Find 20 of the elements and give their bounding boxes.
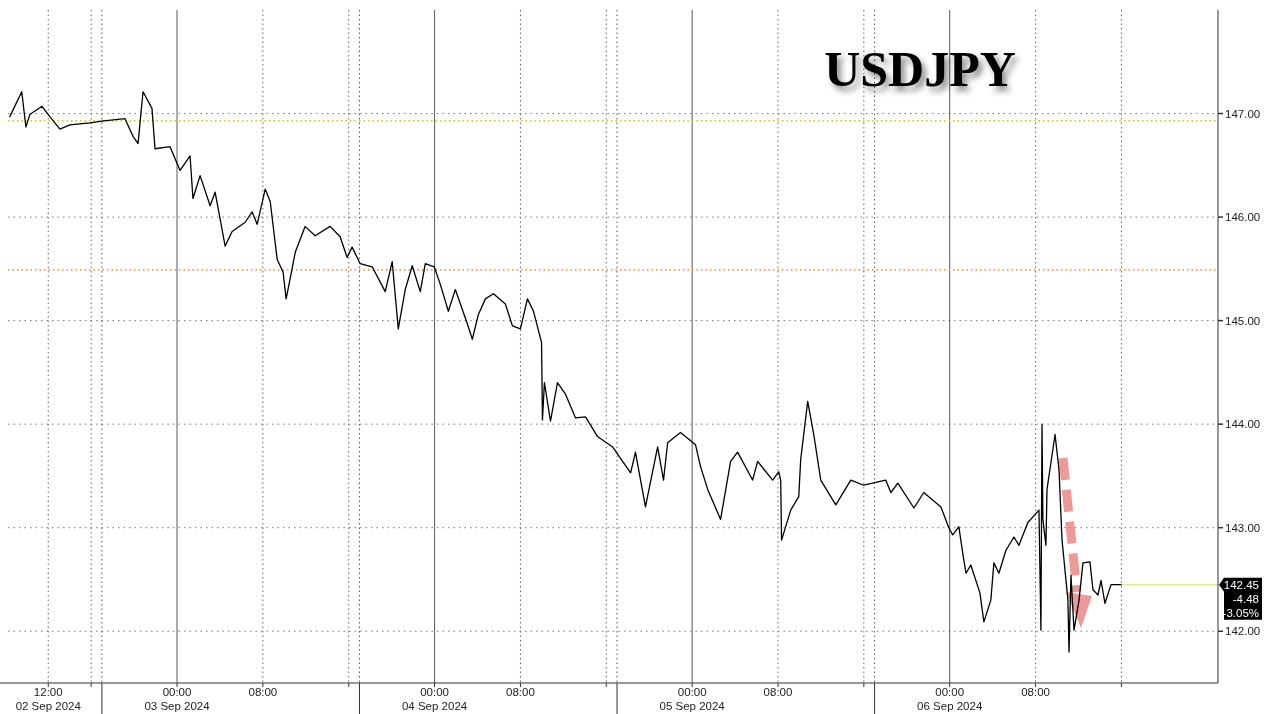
y-tick-label: 142.00 [1225,625,1261,638]
ref-line-label: 142.45 [1223,578,1259,591]
y-tick-label: 147.00 [1225,107,1261,120]
text: -3.05% [1222,606,1259,619]
text: USDJPY [824,41,1016,97]
y-tick-label: 145.00 [1225,314,1261,327]
y-tick-label: 144.00 [1225,418,1261,431]
line-series [9,91,1122,653]
x-tick-label: 00:00 06 Sep 2024 [917,686,983,712]
text: -4.48 [1232,592,1259,605]
x-tick-label: 00:00 03 Sep 2024 [144,686,211,712]
y-tick-label: 143.00 [1225,521,1261,534]
x-tick-label: 08:00 [763,686,793,698]
y-tick-label: 146.00 [1225,211,1261,224]
x-tick-label: 08:00 [248,686,278,698]
x-tick-label: 08:00 [506,686,535,698]
x-tick-label: 00:00 04 Sep 2024 [401,686,468,712]
x-tick-label: 00:00 05 Sep 2024 [659,686,726,712]
x-tick-label: 12:00 02 Sep 2024 [15,686,82,712]
x-tick-label: 08:00 [1021,686,1050,698]
